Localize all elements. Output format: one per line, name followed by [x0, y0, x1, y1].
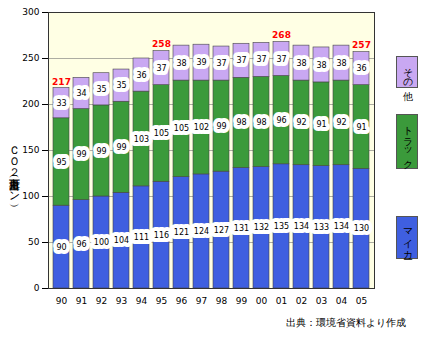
svg-text:99: 99 — [76, 150, 86, 159]
svg-text:98: 98 — [256, 118, 266, 127]
svg-text:91: 91 — [76, 296, 87, 306]
svg-text:94: 94 — [136, 296, 148, 306]
svg-text:200: 200 — [22, 99, 39, 109]
svg-text:91: 91 — [316, 120, 326, 129]
svg-text:134: 134 — [334, 222, 349, 231]
svg-text:111: 111 — [134, 233, 149, 242]
svg-text:104: 104 — [114, 236, 129, 245]
svg-text:92: 92 — [96, 296, 107, 306]
svg-text:250: 250 — [22, 53, 39, 63]
svg-text:105: 105 — [174, 124, 189, 133]
svg-text:90: 90 — [56, 296, 68, 306]
svg-text:132: 132 — [254, 223, 269, 232]
svg-text:116: 116 — [154, 231, 169, 240]
svg-text:99: 99 — [236, 296, 248, 306]
svg-text:36: 36 — [136, 71, 146, 80]
svg-text:36: 36 — [356, 64, 366, 73]
svg-text:103: 103 — [134, 135, 149, 144]
svg-text:01: 01 — [276, 296, 287, 306]
svg-text:0: 0 — [34, 283, 40, 293]
svg-text:105: 105 — [154, 129, 169, 138]
svg-text:268: 268 — [272, 30, 291, 40]
svg-text:135: 135 — [274, 222, 289, 231]
svg-text:38: 38 — [316, 61, 326, 70]
svg-text:38: 38 — [336, 59, 346, 68]
html-text:その他: その他 — [402, 60, 413, 83]
svg-text:99: 99 — [116, 143, 126, 152]
svg-text:35: 35 — [116, 81, 126, 90]
svg-text:00: 00 — [256, 296, 268, 306]
svg-text:37: 37 — [216, 59, 226, 68]
html-text:ＣＯ２排出量（百万トン）: ＣＯ２排出量（百万トン） — [8, 137, 21, 197]
svg-text:33: 33 — [56, 99, 66, 108]
svg-text:102: 102 — [194, 123, 209, 132]
html-text:出典：環境省資料より作成: 出典：環境省資料より作成 — [286, 317, 406, 328]
svg-text:133: 133 — [314, 223, 329, 232]
svg-text:37: 37 — [156, 64, 166, 73]
svg-text:91: 91 — [356, 123, 366, 132]
svg-text:121: 121 — [174, 228, 189, 237]
svg-text:03: 03 — [316, 296, 327, 306]
svg-text:258: 258 — [152, 39, 171, 49]
svg-text:35: 35 — [96, 85, 106, 94]
svg-text:93: 93 — [116, 296, 127, 306]
svg-text:37: 37 — [236, 56, 246, 65]
svg-text:95: 95 — [56, 158, 66, 167]
svg-text:38: 38 — [296, 59, 306, 68]
svg-text:134: 134 — [294, 222, 309, 231]
svg-text:130: 130 — [354, 224, 369, 233]
svg-text:100: 100 — [22, 191, 39, 201]
svg-text:34: 34 — [76, 89, 86, 98]
svg-text:92: 92 — [336, 118, 346, 127]
svg-text:124: 124 — [194, 227, 209, 236]
svg-text:90: 90 — [56, 243, 66, 252]
svg-text:37: 37 — [276, 55, 286, 64]
svg-text:92: 92 — [296, 118, 306, 127]
svg-text:217: 217 — [52, 77, 71, 87]
svg-text:98: 98 — [236, 118, 246, 127]
svg-text:97: 97 — [196, 296, 207, 306]
svg-text:127: 127 — [214, 226, 229, 235]
svg-text:100: 100 — [94, 238, 109, 247]
svg-text:257: 257 — [352, 40, 371, 50]
svg-text:50: 50 — [28, 237, 40, 247]
svg-text:39: 39 — [196, 58, 206, 67]
svg-text:300: 300 — [22, 7, 39, 17]
svg-text:99: 99 — [96, 147, 106, 156]
svg-text:150: 150 — [22, 145, 39, 155]
svg-text:05: 05 — [356, 296, 367, 306]
svg-text:38: 38 — [176, 59, 186, 68]
svg-text:99: 99 — [216, 122, 226, 131]
svg-text:96: 96 — [76, 240, 86, 249]
svg-text:04: 04 — [336, 296, 348, 306]
svg-text:02: 02 — [296, 296, 307, 306]
svg-text:96: 96 — [276, 116, 286, 125]
html-text:マイカー: マイカー — [402, 220, 413, 254]
svg-text:96: 96 — [176, 296, 188, 306]
svg-text:131: 131 — [234, 224, 249, 233]
svg-text:98: 98 — [216, 296, 228, 306]
svg-text:37: 37 — [256, 55, 266, 64]
html-text:トラック: トラック — [402, 119, 413, 164]
svg-text:95: 95 — [156, 296, 167, 306]
